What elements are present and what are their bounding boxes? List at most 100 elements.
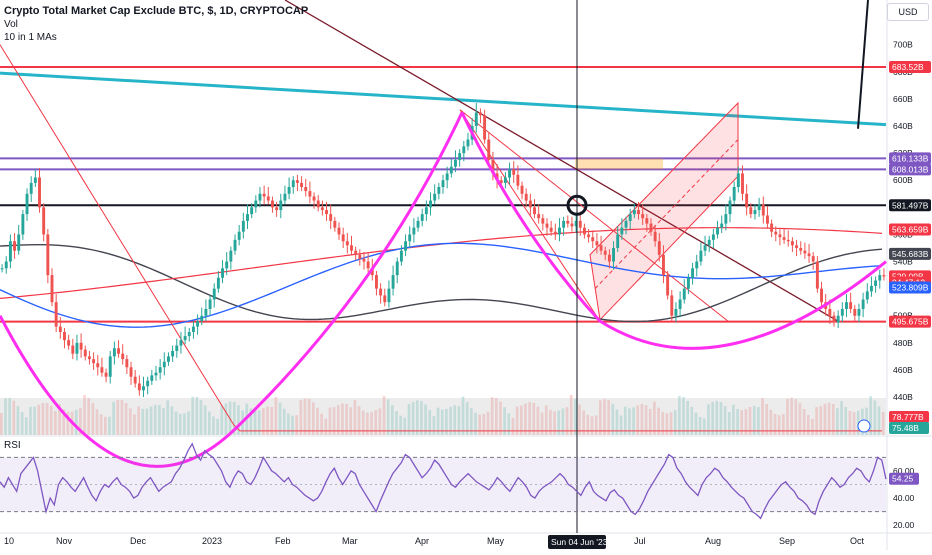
candle-body	[537, 214, 541, 219]
volume-tag	[889, 411, 929, 423]
candle-body	[295, 180, 299, 183]
candle-body	[8, 241, 12, 262]
candle-body	[524, 193, 528, 201]
volume-bar	[478, 414, 482, 435]
candle-body	[358, 254, 362, 259]
volume-bar	[611, 403, 615, 435]
candle-body	[437, 187, 441, 194]
time-axis-tick: Oct	[850, 536, 865, 546]
rsi-axis-tick: 60.00	[893, 466, 915, 476]
volume-bar	[391, 404, 394, 435]
volume-bar	[124, 402, 128, 435]
candle-body	[441, 180, 445, 188]
candle-body	[387, 288, 391, 303]
price-tag	[889, 61, 931, 74]
volume-bar	[20, 412, 24, 435]
volume-bar	[187, 411, 190, 435]
volume-bar	[428, 410, 432, 435]
candle-body	[312, 196, 316, 201]
cup-arc-left	[0, 111, 464, 468]
candle-body	[840, 308, 844, 316]
time-axis-tick: Feb	[275, 536, 291, 546]
volume-bar	[873, 400, 877, 435]
volume-bar	[449, 406, 452, 435]
candle-body	[478, 112, 482, 116]
candle-body	[508, 169, 512, 178]
volume-bar	[411, 401, 415, 435]
candle-body	[212, 288, 216, 300]
candle-body	[770, 223, 774, 232]
rsi-indicator-label[interactable]: RSI	[4, 440, 21, 451]
candle-body	[458, 153, 462, 160]
candle-body	[649, 223, 653, 232]
cup-arc-right	[460, 111, 887, 350]
volume-bar	[748, 407, 752, 435]
candle-body	[75, 342, 79, 354]
candle-body	[13, 241, 17, 251]
volume-bar	[137, 406, 140, 435]
volume-bar	[470, 408, 473, 435]
candle-body	[154, 372, 158, 376]
volume-bar	[794, 399, 798, 435]
volume-bar	[852, 412, 856, 435]
volume-bar	[378, 408, 382, 435]
volume-bar	[736, 408, 739, 435]
candle-body	[657, 241, 661, 255]
ma-indicator-label[interactable]: 10 in 1 MAs	[4, 32, 57, 43]
volume-bar	[328, 407, 332, 435]
candle-body	[50, 275, 54, 303]
candle-body	[225, 261, 229, 269]
candle-body	[641, 214, 645, 219]
volume-bar	[844, 406, 848, 435]
candle-body	[416, 220, 420, 228]
candle-body	[645, 218, 649, 224]
rsi-current-tag	[889, 472, 919, 485]
volume-bar	[486, 411, 490, 435]
volume-bar	[249, 408, 253, 435]
price-axis-tick: 600B	[893, 175, 913, 185]
volume-bar	[212, 416, 215, 435]
candle-body	[96, 363, 100, 368]
volume-bar	[253, 410, 257, 435]
volume-bar	[445, 408, 448, 435]
volume-bar	[790, 397, 793, 435]
volume-bar	[307, 399, 311, 435]
volume-bar	[108, 416, 111, 435]
volume-bar	[116, 399, 120, 435]
candle-body	[541, 218, 545, 224]
candle-body	[370, 268, 374, 276]
volume-bar	[690, 406, 694, 435]
volume-bar	[482, 413, 486, 435]
price-tag-label: 616.133B	[892, 153, 929, 163]
volume-indicator-label[interactable]: Vol	[4, 19, 18, 30]
candle-body	[874, 280, 878, 286]
candle-body	[765, 215, 769, 224]
volume-bar	[702, 418, 706, 435]
volume-bar	[341, 403, 344, 435]
volume-bar	[819, 405, 823, 435]
volume-bar	[183, 413, 186, 435]
currency-button[interactable]: USD	[887, 3, 929, 21]
volume-bar	[420, 401, 423, 435]
candle-body	[433, 193, 437, 201]
candle-body	[108, 356, 112, 377]
candle-body	[117, 348, 121, 354]
candle-body	[566, 220, 570, 224]
candle-body	[366, 261, 370, 269]
volume-bar	[440, 409, 444, 435]
volume-bar	[149, 406, 153, 435]
volume-bar	[33, 406, 36, 435]
volume-bar	[257, 410, 261, 435]
volume-bar	[474, 412, 477, 435]
candle-body	[799, 247, 803, 251]
candle-body	[279, 200, 283, 211]
price-axis-tick: 440B	[893, 392, 913, 402]
candle-body	[653, 231, 657, 242]
lightning-icon	[857, 419, 871, 433]
time-axis-tick: May	[487, 536, 505, 546]
candle-body	[695, 261, 699, 269]
volume-bar	[840, 401, 843, 435]
volume-bar	[715, 400, 719, 435]
